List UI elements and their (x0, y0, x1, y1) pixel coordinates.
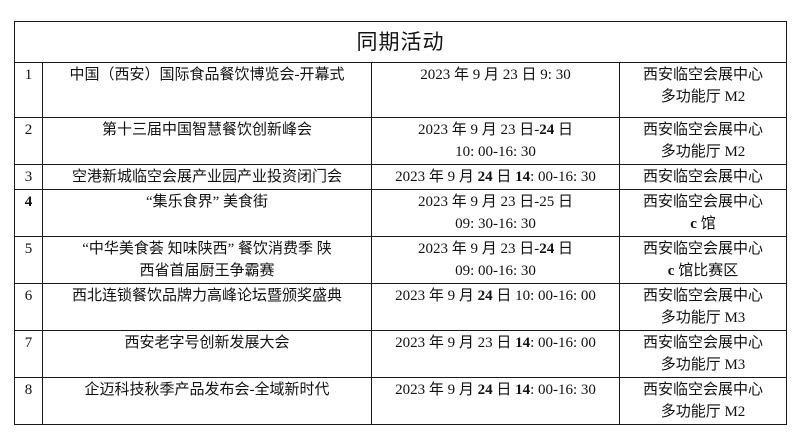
concurrent-events-table: 同期活动 1 中国（西安）国际食品餐饮博览会-开幕式 2023 年 9 月 23 日… (14, 21, 787, 425)
cell-line: c 馆比赛区 (667, 263, 739, 279)
cell-line: 2023 年 9 月 24 日 10: 00-16: 00 (395, 288, 596, 304)
cell-line: 西安临空会展中心 (642, 241, 763, 257)
table-row: 6 西北连锁餐饮品牌力高峰论坛暨颁奖盛典 2023 年 9 月 24 日 10: 0… (14, 283, 787, 331)
row-number-cell: 1 (14, 62, 43, 118)
event-datetime-cell: 2023 年 9 月 23 日 9: 30 (371, 62, 620, 118)
cell-line: 西安临空会展中心 (642, 169, 763, 185)
event-datetime-cell: 2023 年 9 月 24 日 10: 00-16: 00 (371, 283, 620, 331)
row-number-cell: 2 (14, 117, 43, 165)
cell-line: 西安老字号创新发展大会 (124, 335, 290, 351)
cell-line: 多功能厅 M2 (660, 404, 746, 420)
cell-line: 8 (24, 382, 33, 398)
event-name-cell: “中华美食荟 知味陕西” 餐饮消费季 陕西省首届厨王争霸赛 (42, 236, 372, 284)
cell-line: 西安临空会展中心 (642, 382, 763, 398)
cell-line: 多功能厅 M3 (660, 357, 746, 373)
table-row: 5 “中华美食荟 知味陕西” 餐饮消费季 陕西省首届厨王争霸赛 2023 年 9 月… (14, 236, 787, 284)
title-row: 同期活动 (14, 21, 787, 63)
event-venue-cell: 西安临空会展中心 多功能厅 M2 (619, 62, 787, 118)
event-datetime-cell: 2023 年 9 月 24 日 14: 00-16: 30 (371, 377, 620, 425)
event-name-cell: 空港新城临空会展产业园产业投资闭门会 (42, 164, 372, 190)
event-datetime-cell: 2023 年 9 月 23 日-24 日 09: 00-16: 30 (371, 236, 620, 284)
cell-line: 西安临空会展中心 (642, 288, 763, 304)
event-venue-cell: 西安临空会展中心 多功能厅 M3 (619, 283, 787, 331)
cell-line: 10: 00-16: 30 (455, 144, 536, 160)
table-row: 8 企迈科技秋季产品发布会-全域新时代 2023 年 9 月 24 日 14: 00… (14, 377, 787, 425)
cell-line: 2023 年 9 月 23 日-24 日 (417, 241, 573, 257)
event-name-cell: 西北连锁餐饮品牌力高峰论坛暨颁奖盛典 (42, 283, 372, 331)
row-number-cell: 5 (14, 236, 43, 284)
cell-line: 西安临空会展中心 (642, 67, 763, 83)
table-title: 同期活动 (14, 21, 787, 63)
table-row: 4 “集乐食界” 美食街 2023 年 9 月 23 日-25 日 09: 30-16… (14, 189, 787, 237)
cell-line: 3 (24, 169, 33, 185)
event-datetime-cell: 2023 年 9 月 23 日-24 日 10: 00-16: 30 (371, 117, 620, 165)
event-venue-cell: 西安临空会展中心 多功能厅 M2 (619, 377, 787, 425)
row-number-cell: 7 (14, 330, 43, 378)
cell-line: 企迈科技秋季产品发布会-全域新时代 (84, 382, 330, 398)
cell-line: 6 (24, 288, 33, 304)
cell-line: 4 (24, 194, 33, 210)
cell-line: 2023 年 9 月 23 日-25 日 (418, 194, 573, 210)
event-name-cell: 第十三届中国智慧餐饮创新峰会 (42, 117, 372, 165)
event-name-cell: “集乐食界” 美食街 (42, 189, 372, 237)
cell-line: 2023 年 9 月 24 日 14: 00-16: 30 (395, 382, 596, 398)
table-row: 3 空港新城临空会展产业园产业投资闭门会 2023 年 9 月 24 日 14: 0… (14, 164, 787, 190)
events-table-header: 同期活动 (14, 21, 787, 63)
cell-line: 西安临空会展中心 (642, 335, 763, 351)
cell-line: 中国（西安）国际食品餐饮博览会-开幕式 (69, 67, 345, 83)
cell-line: “中华美食荟 知味陕西” 餐饮消费季 陕 (82, 241, 332, 257)
cell-line: 西北连锁餐饮品牌力高峰论坛暨颁奖盛典 (71, 288, 342, 304)
cell-line: c 馆 (690, 216, 716, 232)
event-datetime-cell: 2023 年 9 月 23 日 14: 00-16: 00 (371, 330, 620, 378)
cell-line: 西安临空会展中心 (642, 122, 763, 138)
table-row: 1 中国（西安）国际食品餐饮博览会-开幕式 2023 年 9 月 23 日 9: 3… (14, 62, 787, 118)
table-row: 2 第十三届中国智慧餐饮创新峰会 2023 年 9 月 23 日-24 日 10: 0… (14, 117, 787, 165)
cell-line: 第十三届中国智慧餐饮创新峰会 (101, 122, 312, 138)
event-venue-cell: 西安临空会展中心 (619, 164, 787, 190)
events-table-body: 1 中国（西安）国际食品餐饮博览会-开幕式 2023 年 9 月 23 日 9: 3… (14, 62, 787, 425)
cell-line: 西安临空会展中心 (642, 194, 763, 210)
event-datetime-cell: 2023 年 9 月 23 日-25 日 09: 30-16: 30 (371, 189, 620, 237)
cell-line: 2023 年 9 月 23 日 14: 00-16: 00 (395, 335, 596, 351)
cell-line: 2023 年 9 月 24 日 14: 00-16: 30 (395, 169, 596, 185)
cell-line: 空港新城临空会展产业园产业投资闭门会 (71, 169, 342, 185)
event-name-cell: 企迈科技秋季产品发布会-全域新时代 (42, 377, 372, 425)
cell-line: 多功能厅 M3 (660, 310, 746, 326)
event-venue-cell: 西安临空会展中心 c 馆 (619, 189, 787, 237)
row-number-cell: 8 (14, 377, 43, 425)
cell-line: 1 (24, 67, 33, 83)
cell-line: 09: 30-16: 30 (455, 216, 536, 232)
cell-line: 2023 年 9 月 23 日 9: 30 (420, 67, 571, 83)
row-number-cell: 3 (14, 164, 43, 190)
cell-line: 09: 00-16: 30 (455, 263, 536, 279)
cell-line: 5 (24, 241, 33, 257)
row-number-cell: 4 (14, 189, 43, 237)
cell-line: 多功能厅 M2 (660, 89, 746, 105)
events-table-container: 同期活动 1 中国（西安）国际食品餐饮博览会-开幕式 2023 年 9 月 23 日… (14, 21, 787, 425)
event-name-cell: 西安老字号创新发展大会 (42, 330, 372, 378)
cell-line: 多功能厅 M2 (660, 144, 746, 160)
row-number-cell: 6 (14, 283, 43, 331)
event-name-cell: 中国（西安）国际食品餐饮博览会-开幕式 (42, 62, 372, 118)
cell-line: 2 (24, 122, 33, 138)
event-venue-cell: 西安临空会展中心 多功能厅 M3 (619, 330, 787, 378)
event-venue-cell: 西安临空会展中心 c 馆比赛区 (619, 236, 787, 284)
cell-line: 西省首届厨王争霸赛 (139, 263, 275, 279)
event-datetime-cell: 2023 年 9 月 24 日 14: 00-16: 30 (371, 164, 620, 190)
event-venue-cell: 西安临空会展中心 多功能厅 M2 (619, 117, 787, 165)
cell-line: 2023 年 9 月 23 日-24 日 (417, 122, 573, 138)
cell-line: 7 (24, 335, 33, 351)
cell-line: “集乐食界” 美食街 (145, 194, 269, 210)
table-row: 7 西安老字号创新发展大会 2023 年 9 月 23 日 14: 00-16: 0… (14, 330, 787, 378)
